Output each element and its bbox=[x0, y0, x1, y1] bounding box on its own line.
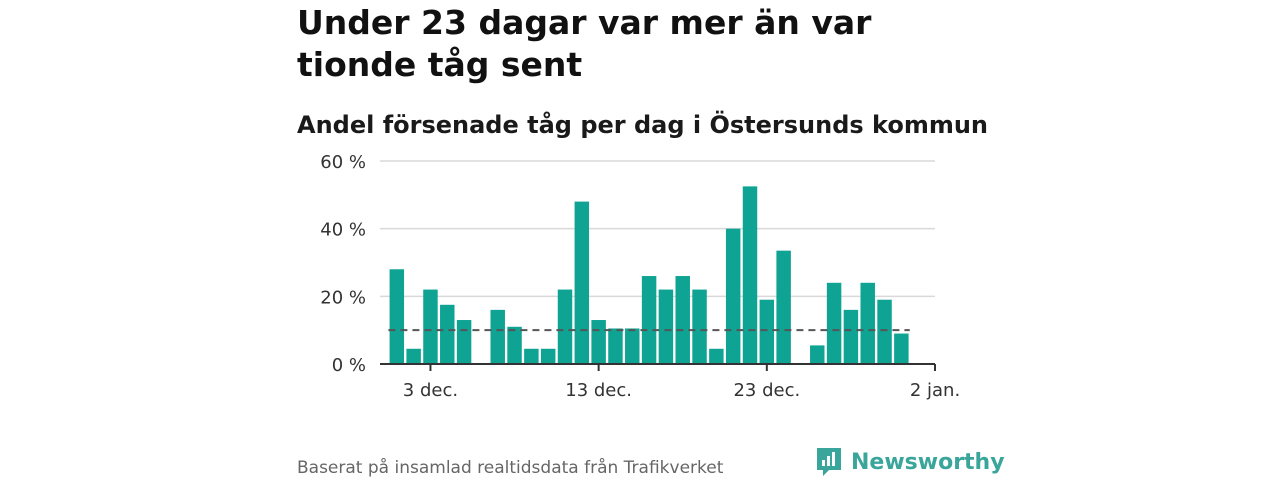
brand-name: Newsworthy bbox=[851, 449, 1005, 475]
bar bbox=[810, 345, 825, 364]
newsworthy-logo-icon bbox=[817, 448, 841, 476]
bar bbox=[675, 276, 690, 364]
bar bbox=[843, 309, 859, 364]
chart-subtitle: Andel försenade tåg per dag i Östersunds… bbox=[297, 111, 989, 139]
bar bbox=[524, 348, 539, 364]
bar bbox=[490, 309, 505, 364]
bar bbox=[826, 282, 842, 364]
bar bbox=[877, 299, 892, 364]
y-tick-label: 40 % bbox=[320, 220, 366, 241]
bar bbox=[574, 201, 590, 364]
bar bbox=[759, 299, 775, 364]
bar bbox=[625, 328, 640, 364]
bar bbox=[540, 348, 556, 364]
bar bbox=[423, 289, 438, 364]
bar bbox=[641, 276, 657, 364]
y-tick-label: 0 % bbox=[332, 355, 366, 376]
bar bbox=[725, 228, 741, 364]
chart-title: Under 23 dagar var mer än var tionde tåg… bbox=[297, 3, 872, 84]
bar bbox=[440, 304, 455, 364]
x-tick-label: 23 dec. bbox=[733, 380, 800, 401]
bar bbox=[456, 320, 472, 364]
bar bbox=[389, 269, 405, 364]
y-tick-label: 60 % bbox=[320, 152, 366, 173]
bar-chart: 0 % 20 % 40 % 60 % 3 dec. 13 dec. 23 dec. 2 jan… bbox=[320, 152, 960, 401]
bar bbox=[894, 333, 909, 364]
bar bbox=[860, 282, 875, 364]
bar bbox=[591, 320, 606, 364]
brand-logo[interactable]: Newsworthy bbox=[815, 446, 1005, 478]
x-tick-label: 13 dec. bbox=[565, 380, 632, 401]
bar bbox=[557, 289, 573, 364]
bar bbox=[507, 326, 522, 364]
bar bbox=[406, 348, 421, 364]
bar bbox=[658, 289, 674, 364]
x-tick-label: 3 dec. bbox=[403, 380, 458, 401]
source-note: Baserat på insamlad realtidsdata från Tr… bbox=[297, 458, 724, 478]
bar bbox=[742, 186, 758, 364]
bar bbox=[692, 289, 707, 364]
bar bbox=[776, 250, 791, 364]
x-tick-label: 2 jan. bbox=[910, 380, 960, 401]
y-tick-label: 20 % bbox=[320, 287, 366, 308]
bar bbox=[608, 328, 623, 364]
bar bbox=[709, 348, 724, 364]
